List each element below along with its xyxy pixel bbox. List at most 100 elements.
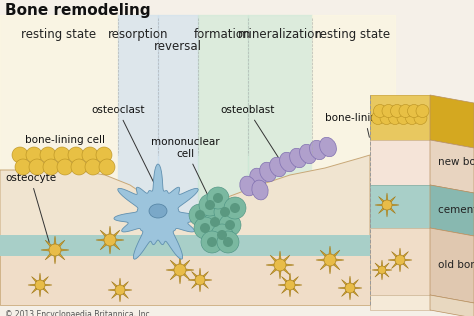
Circle shape: [210, 217, 220, 227]
Text: © 2013 Encyclopaedia Britannica, Inc.: © 2013 Encyclopaedia Britannica, Inc.: [5, 310, 152, 316]
Circle shape: [214, 201, 236, 223]
Circle shape: [211, 224, 233, 246]
Bar: [198, 15, 248, 296]
Circle shape: [230, 203, 240, 213]
Bar: [118, 15, 158, 296]
Circle shape: [49, 244, 61, 256]
Circle shape: [195, 275, 205, 285]
Polygon shape: [430, 95, 474, 148]
Circle shape: [194, 217, 216, 239]
Polygon shape: [338, 276, 362, 300]
Polygon shape: [372, 260, 392, 280]
Circle shape: [285, 280, 295, 290]
Circle shape: [414, 112, 427, 125]
Circle shape: [199, 194, 221, 216]
Circle shape: [391, 105, 403, 118]
Ellipse shape: [310, 140, 327, 160]
Bar: [370, 95, 430, 140]
Bar: [370, 295, 430, 310]
Circle shape: [225, 220, 235, 230]
Bar: [370, 140, 430, 185]
Polygon shape: [430, 228, 474, 303]
Circle shape: [29, 159, 45, 175]
Polygon shape: [375, 193, 399, 217]
Polygon shape: [430, 140, 474, 193]
Ellipse shape: [240, 176, 256, 196]
Circle shape: [54, 147, 70, 163]
Circle shape: [405, 112, 419, 125]
Circle shape: [324, 254, 336, 266]
Text: osteoclast: osteoclast: [91, 105, 154, 183]
Text: bone-lining cell: bone-lining cell: [25, 135, 105, 155]
Circle shape: [219, 214, 241, 236]
Bar: [370, 228, 430, 295]
Circle shape: [382, 105, 395, 118]
Circle shape: [15, 159, 31, 175]
Polygon shape: [108, 278, 132, 302]
Circle shape: [217, 231, 239, 253]
Ellipse shape: [280, 152, 296, 172]
Polygon shape: [0, 235, 370, 256]
Text: mononuclear
cell: mononuclear cell: [151, 137, 219, 208]
Polygon shape: [188, 268, 212, 292]
Text: reversal: reversal: [154, 40, 202, 53]
Circle shape: [68, 147, 84, 163]
Circle shape: [399, 105, 412, 118]
Circle shape: [207, 237, 217, 247]
Circle shape: [57, 159, 73, 175]
Polygon shape: [316, 246, 344, 274]
Circle shape: [201, 231, 223, 253]
Circle shape: [82, 147, 98, 163]
Circle shape: [378, 266, 386, 274]
Circle shape: [71, 159, 87, 175]
Ellipse shape: [319, 137, 337, 157]
Circle shape: [389, 112, 401, 125]
Polygon shape: [430, 185, 474, 236]
Text: osteoblast: osteoblast: [221, 105, 279, 158]
Text: old bone: old bone: [438, 260, 474, 270]
Polygon shape: [96, 226, 124, 254]
Circle shape: [213, 193, 223, 203]
Text: new bone: new bone: [438, 157, 474, 167]
Ellipse shape: [270, 157, 286, 177]
Circle shape: [96, 147, 112, 163]
Circle shape: [395, 255, 405, 265]
Circle shape: [85, 159, 101, 175]
Circle shape: [26, 147, 42, 163]
Text: bone-lining cell: bone-lining cell: [325, 113, 405, 137]
Polygon shape: [28, 273, 52, 297]
Bar: [158, 15, 198, 296]
Polygon shape: [266, 251, 294, 279]
Polygon shape: [166, 256, 194, 284]
Polygon shape: [114, 164, 202, 259]
Polygon shape: [430, 295, 474, 316]
Circle shape: [223, 237, 233, 247]
Bar: [248, 15, 312, 296]
Text: Bone remodeling: Bone remodeling: [5, 3, 151, 18]
Circle shape: [217, 230, 227, 240]
Circle shape: [220, 207, 230, 217]
Ellipse shape: [300, 144, 317, 164]
Text: mineralization: mineralization: [237, 28, 322, 41]
Circle shape: [99, 159, 115, 175]
Circle shape: [274, 259, 286, 271]
Text: cement line: cement line: [438, 205, 474, 215]
Polygon shape: [388, 248, 412, 272]
Text: resorption: resorption: [108, 28, 168, 41]
Text: resting state: resting state: [315, 28, 391, 41]
Circle shape: [195, 210, 205, 220]
Bar: [312, 15, 395, 296]
Circle shape: [205, 200, 215, 210]
Circle shape: [43, 159, 59, 175]
Polygon shape: [0, 255, 370, 305]
Ellipse shape: [250, 168, 266, 188]
Circle shape: [189, 204, 211, 226]
Bar: [0, 15, 118, 296]
Text: resting state: resting state: [21, 28, 97, 41]
Ellipse shape: [149, 204, 167, 218]
Circle shape: [200, 223, 210, 233]
Circle shape: [12, 147, 28, 163]
Circle shape: [204, 211, 226, 233]
Circle shape: [224, 197, 246, 219]
Circle shape: [416, 105, 429, 118]
